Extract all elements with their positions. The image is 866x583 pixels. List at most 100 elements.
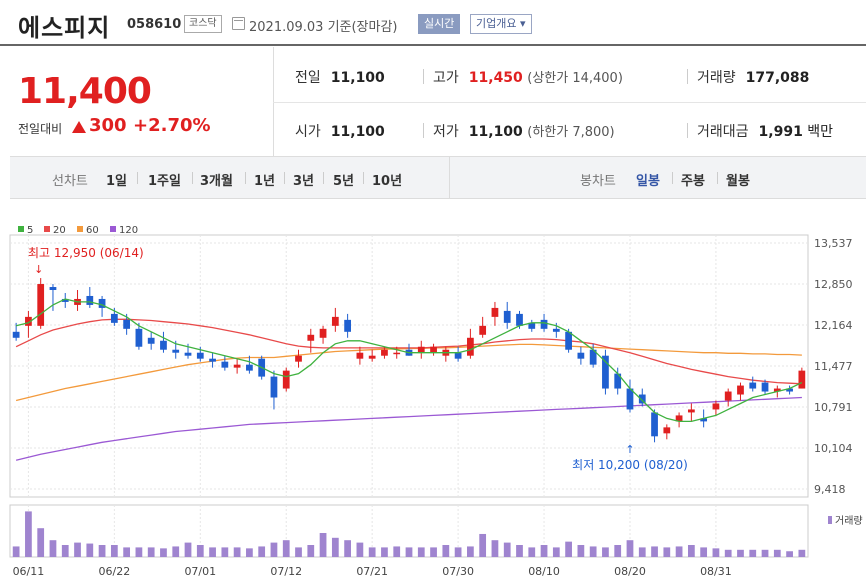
tab-3y[interactable]: 3년 <box>293 174 315 189</box>
volume-bar <box>295 547 302 557</box>
candle <box>540 319 548 329</box>
candle <box>712 403 720 410</box>
candlestick-chart: 13,537 12,850 12,164 11,477 10,791 10,104 9,41… <box>9 225 863 578</box>
tab-weekly[interactable]: 주봉 <box>681 174 705 189</box>
volume-bar <box>135 547 143 557</box>
ma5-line <box>15 298 803 423</box>
legend-swatch <box>18 226 24 232</box>
volume-bar <box>61 545 69 557</box>
candle <box>430 346 437 353</box>
quote-panel: 11,400 전일대비 300 +2.70% 전일 11,100 고가 11,450… <box>10 47 866 157</box>
tab-monthly[interactable]: 월봉 <box>726 174 750 189</box>
volume-bar <box>540 545 548 557</box>
candle <box>49 287 57 291</box>
company-info-dropdown[interactable]: 기업개요 ▾ <box>470 14 532 34</box>
volume-bar <box>282 540 290 557</box>
volume-bar <box>479 533 487 557</box>
candle <box>724 391 732 401</box>
high-annotation: 최고 12,950 (06/14) <box>28 246 144 260</box>
volume-bar <box>675 546 683 557</box>
change-percent: +2.70% <box>133 115 211 136</box>
volume-bar <box>565 541 572 557</box>
realtime-button[interactable]: 실시간 <box>418 14 461 34</box>
y-tick-label: 10,104 <box>814 442 853 455</box>
volume-bar <box>528 547 536 557</box>
tab-1w[interactable]: 1주일 <box>148 174 181 189</box>
volume: 거래량 177,088 <box>687 67 809 87</box>
volume-label: 거래량 <box>835 515 863 527</box>
volume-bar <box>773 549 781 557</box>
plot-frame <box>9 234 809 498</box>
volume-bar <box>589 546 597 557</box>
x-tick-label: 07/30 <box>442 565 474 578</box>
candle <box>749 382 757 389</box>
open-price: 시가 11,100 <box>295 124 385 140</box>
high-price: 고가 11,450 (상한가 14,400) <box>423 67 623 87</box>
change-value: 300 <box>89 115 127 136</box>
candle <box>663 427 671 434</box>
volume-bar <box>503 542 511 557</box>
y-tick-label: 13,537 <box>814 237 853 250</box>
candle <box>160 340 167 350</box>
volume-bar <box>552 547 560 557</box>
candle <box>37 284 45 326</box>
candle <box>479 325 487 335</box>
candle <box>295 355 302 362</box>
tab-3m[interactable]: 3개월 <box>200 174 233 189</box>
volume-bar <box>344 540 351 557</box>
y-tick-label: 12,850 <box>814 278 853 291</box>
volume-bar <box>467 546 474 557</box>
volume-bar <box>724 549 732 557</box>
volume-bar <box>123 547 131 557</box>
candle <box>417 346 425 353</box>
legend-label: 5 <box>27 225 33 236</box>
candle <box>516 313 523 326</box>
down-arrow-icon: ↓ <box>34 263 43 276</box>
low-annotation: 최저 10,200 (08/20) <box>572 458 688 472</box>
x-tick-label: 08/10 <box>528 565 560 578</box>
volume-bar <box>221 547 229 557</box>
volume-bar <box>319 533 327 557</box>
legend-swatch <box>110 226 116 232</box>
candle <box>675 415 683 422</box>
candle <box>761 382 769 392</box>
candle <box>110 313 118 323</box>
candle <box>61 298 69 302</box>
ma120-line <box>15 396 802 461</box>
tab-1y[interactable]: 1년 <box>254 174 276 189</box>
line-chart-label: 선차트 <box>52 174 88 189</box>
tab-5y[interactable]: 5년 <box>333 174 355 189</box>
stock-header: 에스피지 058610 코스닥 2021.09.03 기준(장마감) 실시간 기… <box>0 0 866 46</box>
candle <box>135 328 143 347</box>
tab-daily[interactable]: 일봉 <box>636 174 660 189</box>
candle <box>651 412 658 437</box>
volume-bar <box>258 546 266 557</box>
candle <box>638 394 646 404</box>
candle <box>368 355 376 359</box>
trading-amount: 거래대금 1,991 백만 <box>687 121 833 141</box>
volume-bar <box>712 548 720 557</box>
volume-bar <box>381 547 388 557</box>
tab-10y[interactable]: 10년 <box>372 174 403 189</box>
legend-swatch <box>77 226 83 232</box>
volume-legend-swatch <box>828 516 832 524</box>
candle <box>687 409 695 413</box>
volume-bar <box>737 549 744 557</box>
volume-bar <box>614 545 622 557</box>
candle-chart-label: 봉차트 <box>580 174 616 189</box>
candle <box>344 319 351 332</box>
volume-bar <box>233 547 241 557</box>
stock-code: 058610 <box>127 17 182 32</box>
volume-bar <box>491 540 499 557</box>
candle <box>246 364 253 371</box>
tab-1d[interactable]: 1일 <box>106 174 128 189</box>
volume-bar <box>516 545 523 557</box>
candle <box>86 295 94 305</box>
y-tick-label: 12,164 <box>814 319 853 332</box>
volume-bar <box>761 549 769 557</box>
candle <box>577 352 585 359</box>
legend-label: 60 <box>86 225 99 236</box>
volume-bar <box>25 511 32 557</box>
candle <box>393 352 401 355</box>
candle <box>123 319 131 329</box>
